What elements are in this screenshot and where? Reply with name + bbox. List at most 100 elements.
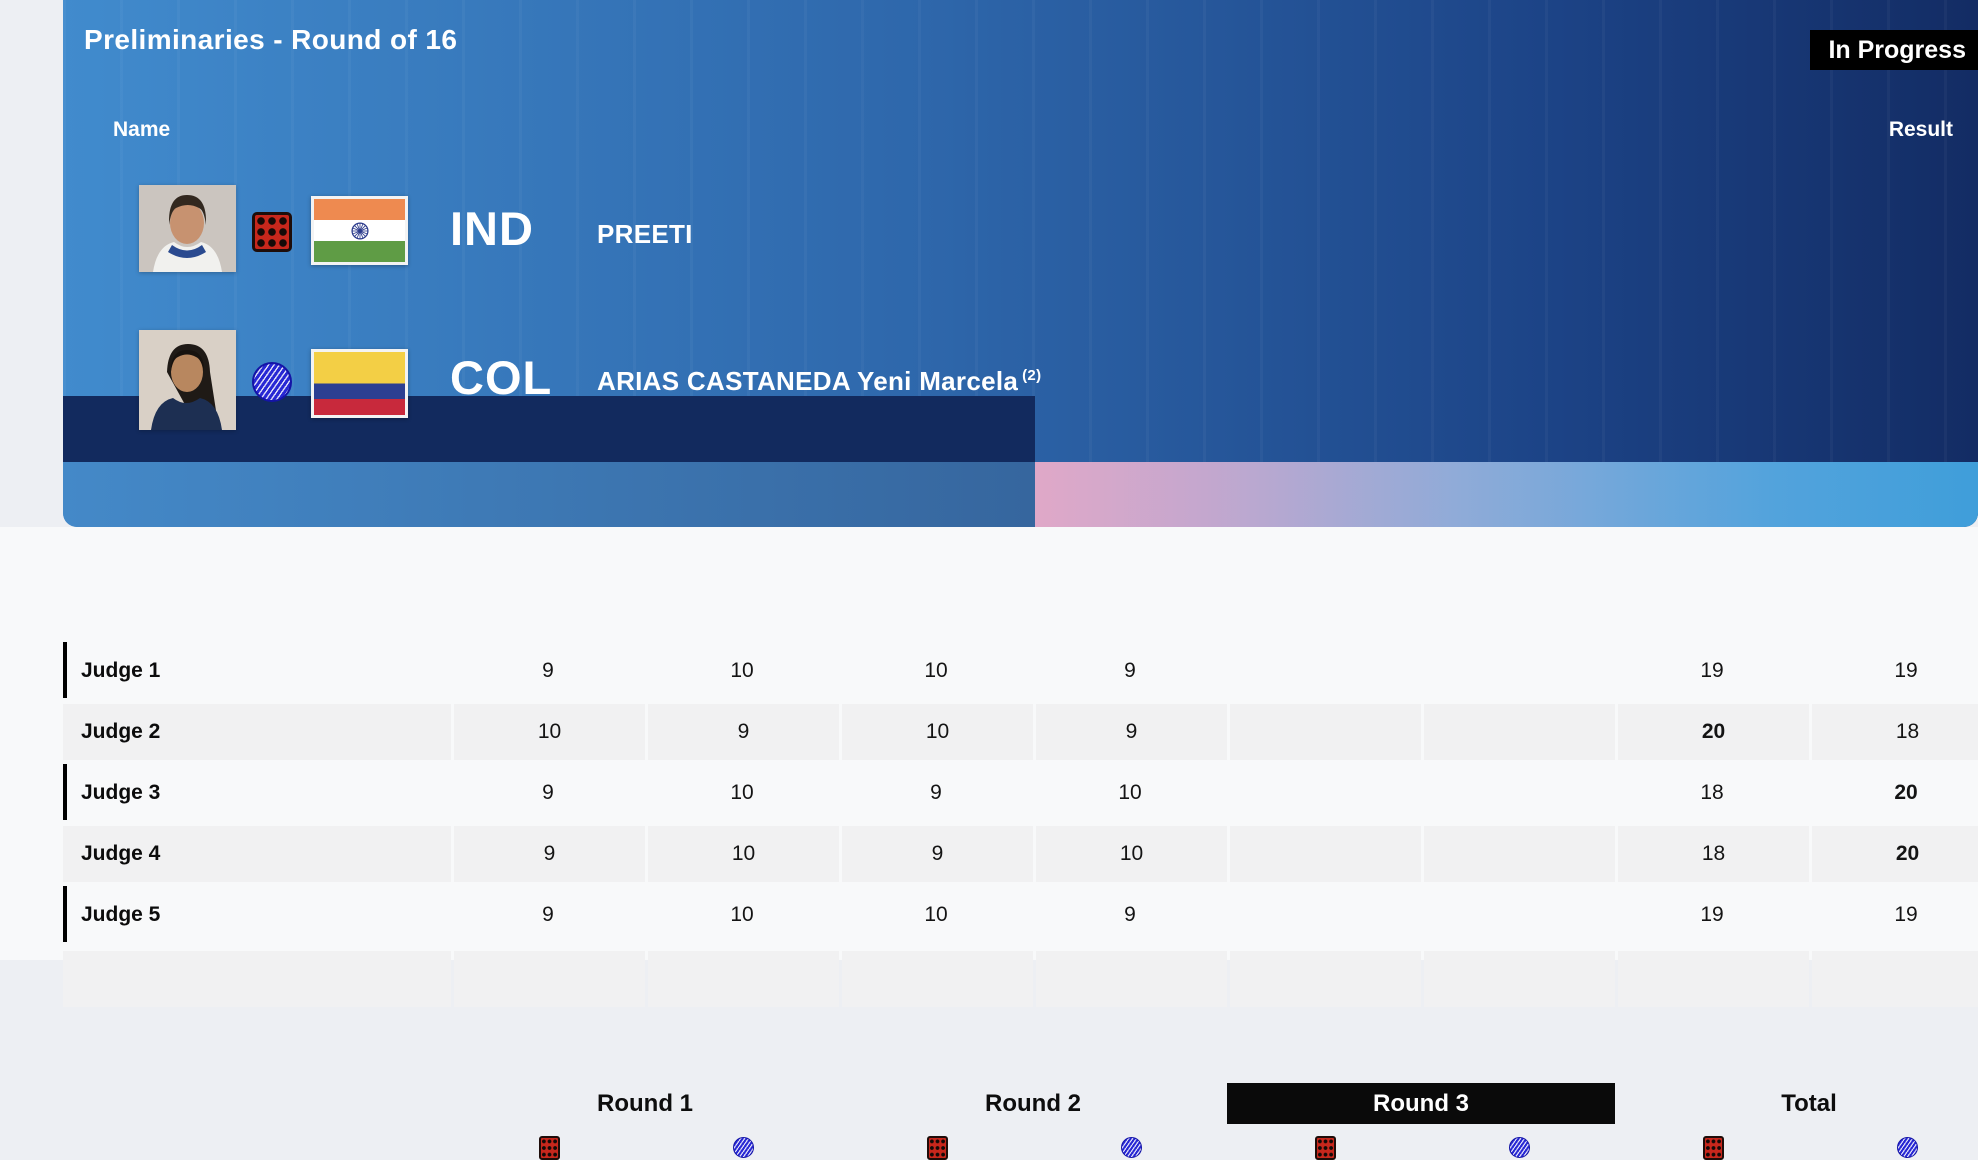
score-cell: 9: [842, 826, 1033, 882]
hero-bottom-strip: [63, 462, 1978, 527]
total-value: 19: [1894, 902, 1918, 926]
athlete-photo: [139, 185, 236, 272]
total-cell: 20: [1809, 762, 1978, 823]
score-cell: [454, 951, 645, 1007]
score-cell: 10: [839, 884, 1033, 945]
score-value: 10: [1118, 780, 1142, 804]
score-cell: 10: [645, 884, 839, 945]
table-row: Judge 4 9 10 9 10 18 20: [63, 823, 1978, 884]
score-cell: [1424, 704, 1615, 760]
score-cell: 10: [454, 704, 645, 760]
athlete-name: ARIAS CASTANEDA Yeni Marcela (2): [597, 366, 1041, 397]
ashoka-chakra-icon: [350, 221, 369, 240]
score-value: 10: [925, 720, 950, 743]
match-hero-panel: Preliminaries - Round of 16 In Progress …: [63, 0, 1978, 527]
hero-strip-blue: [63, 462, 1035, 527]
score-cell: 9: [839, 762, 1033, 823]
red-corner-icon: [252, 212, 292, 252]
score-cell: [1227, 640, 1421, 701]
result-column-header: Result: [1888, 118, 1953, 141]
page-title: Preliminaries - Round of 16: [84, 24, 458, 55]
score-value: 9: [542, 902, 554, 926]
round-2-header: Round 2: [985, 1090, 1081, 1117]
score-value: 10: [730, 902, 754, 926]
judge-label: Judge 1: [81, 658, 161, 682]
score-cell: [1812, 951, 1978, 1007]
score-value: 9: [542, 780, 554, 804]
score-cell: [842, 951, 1033, 1007]
blue-corner-icon: [733, 1137, 754, 1158]
blue-corner-icon: [252, 362, 292, 402]
judge-label: [63, 951, 451, 1007]
table-row: Judge 3 9 10 9 10 18 20: [63, 762, 1978, 823]
total-value: 19: [1700, 902, 1724, 926]
score-cell: 9: [451, 640, 645, 701]
athlete-name-text: PREETI: [597, 219, 693, 249]
score-value: 10: [730, 658, 754, 682]
score-value: 9: [1124, 902, 1136, 926]
score-cell: [1618, 951, 1809, 1007]
total-cell: 20: [1618, 704, 1809, 760]
score-cell: 10: [645, 640, 839, 701]
total-value: 19: [1894, 658, 1918, 682]
noc-code: COL: [450, 351, 553, 404]
athlete-photo: [139, 330, 236, 430]
red-corner-icon: [1315, 1136, 1336, 1160]
total-cell: 19: [1615, 884, 1809, 945]
score-cell: 9: [451, 884, 645, 945]
total-cell: 19: [1615, 640, 1809, 701]
total-value: 20: [1701, 720, 1726, 743]
score-cell: 10: [1033, 762, 1227, 823]
total-value: 18: [1895, 720, 1920, 743]
score-cell: [1230, 704, 1421, 760]
score-cell: 9: [454, 826, 645, 882]
score-cell: 9: [1036, 704, 1227, 760]
score-cell: [1421, 762, 1615, 823]
india-flag-icon: [311, 196, 408, 265]
score-cell: [1036, 951, 1227, 1007]
total-value: 18: [1700, 780, 1724, 804]
score-cell: 10: [842, 704, 1033, 760]
table-row: Judge 5 9 10 10 9 19 19: [63, 884, 1978, 945]
total-cell: 18: [1812, 704, 1978, 760]
score-cell: [1421, 640, 1615, 701]
score-cell: 10: [1036, 826, 1227, 882]
score-value: 10: [731, 842, 756, 865]
round-1-header: Round 1: [597, 1090, 693, 1117]
score-value: 9: [737, 720, 750, 743]
athlete-name-text: ARIAS CASTANEDA Yeni Marcela: [597, 366, 1019, 396]
score-value: 10: [924, 658, 948, 682]
score-cell: 9: [648, 704, 839, 760]
score-value: 9: [542, 658, 554, 682]
score-cell: [1227, 762, 1421, 823]
score-value: 9: [1124, 658, 1136, 682]
status-badge: In Progress: [1810, 30, 1978, 70]
blue-corner-icon: [1121, 1137, 1142, 1158]
table-row: Judge 1 9 10 10 9 19 19: [63, 640, 1978, 701]
judge-label: Judge 2: [63, 704, 451, 760]
athlete-name: PREETI: [597, 219, 697, 250]
blue-corner-icon: [1509, 1137, 1530, 1158]
colombia-flag-icon: [311, 349, 408, 418]
total-cell: 19: [1809, 640, 1978, 701]
total-header: Total: [1781, 1090, 1837, 1117]
total-value: 20: [1895, 842, 1920, 865]
score-value: 10: [924, 902, 948, 926]
score-cell: [1421, 884, 1615, 945]
score-cell: 9: [1033, 884, 1227, 945]
athlete-seed: (2): [1022, 367, 1042, 385]
total-value: 20: [1894, 780, 1918, 804]
judge-label: Judge 4: [63, 826, 451, 882]
total-cell: 18: [1615, 762, 1809, 823]
red-corner-icon: [927, 1136, 948, 1160]
score-cell: [1230, 826, 1421, 882]
score-cell: 9: [451, 762, 645, 823]
red-corner-icon: [539, 1136, 560, 1160]
score-value: 9: [1125, 720, 1138, 743]
score-value: 9: [931, 842, 944, 865]
red-corner-icon: [1703, 1136, 1724, 1160]
total-cell: 19: [1809, 884, 1978, 945]
total-cell: 20: [1812, 826, 1978, 882]
table-row: Judge 2 10 9 10 9 20 18: [63, 701, 1978, 762]
